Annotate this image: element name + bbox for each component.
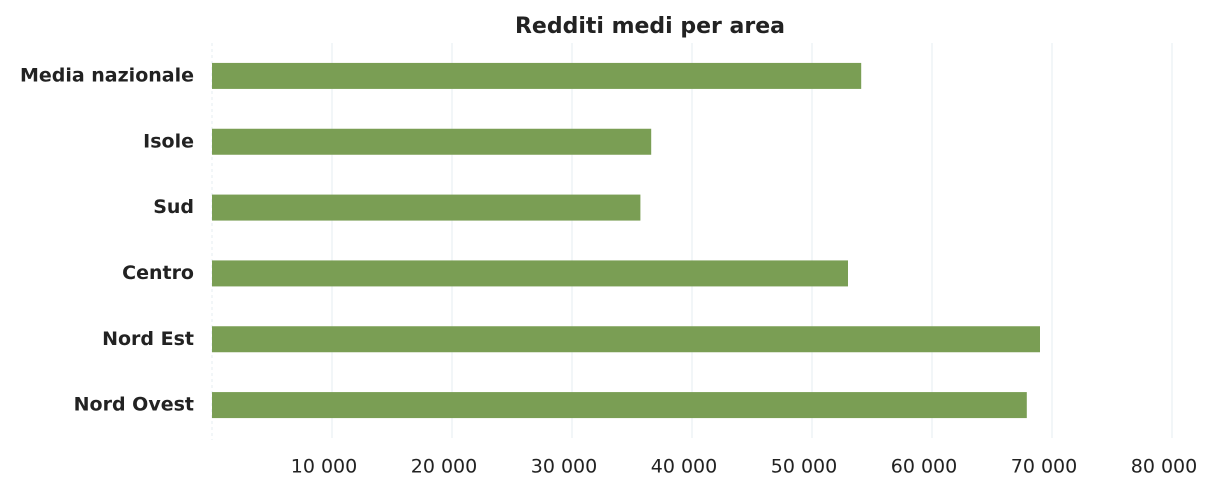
x-tick-label: 70 000: [1011, 456, 1077, 478]
chart-title: Redditi medi per area: [515, 14, 785, 39]
bar: [212, 392, 1027, 419]
y-tick-label: Nord Ovest: [74, 394, 194, 416]
x-tick-label: 40 000: [651, 456, 717, 478]
bar: [212, 326, 1040, 353]
y-tick-label: Sud: [153, 196, 194, 218]
x-tick-label: 30 000: [531, 456, 597, 478]
y-tick-label: Media nazionale: [20, 64, 194, 86]
x-tick-label: 20 000: [411, 456, 477, 478]
x-tick-label: 50 000: [771, 456, 837, 478]
x-tick-label: 10 000: [291, 456, 357, 478]
bar: [212, 260, 848, 287]
bar: [212, 194, 641, 221]
y-tick-label: Isole: [143, 130, 194, 152]
x-tick-label: 80 000: [1131, 456, 1197, 478]
y-tick-label: Centro: [122, 262, 194, 284]
bar: [212, 62, 862, 89]
x-tick-label: 60 000: [891, 456, 957, 478]
bar: [212, 128, 652, 155]
y-tick-label: Nord Est: [102, 328, 194, 350]
